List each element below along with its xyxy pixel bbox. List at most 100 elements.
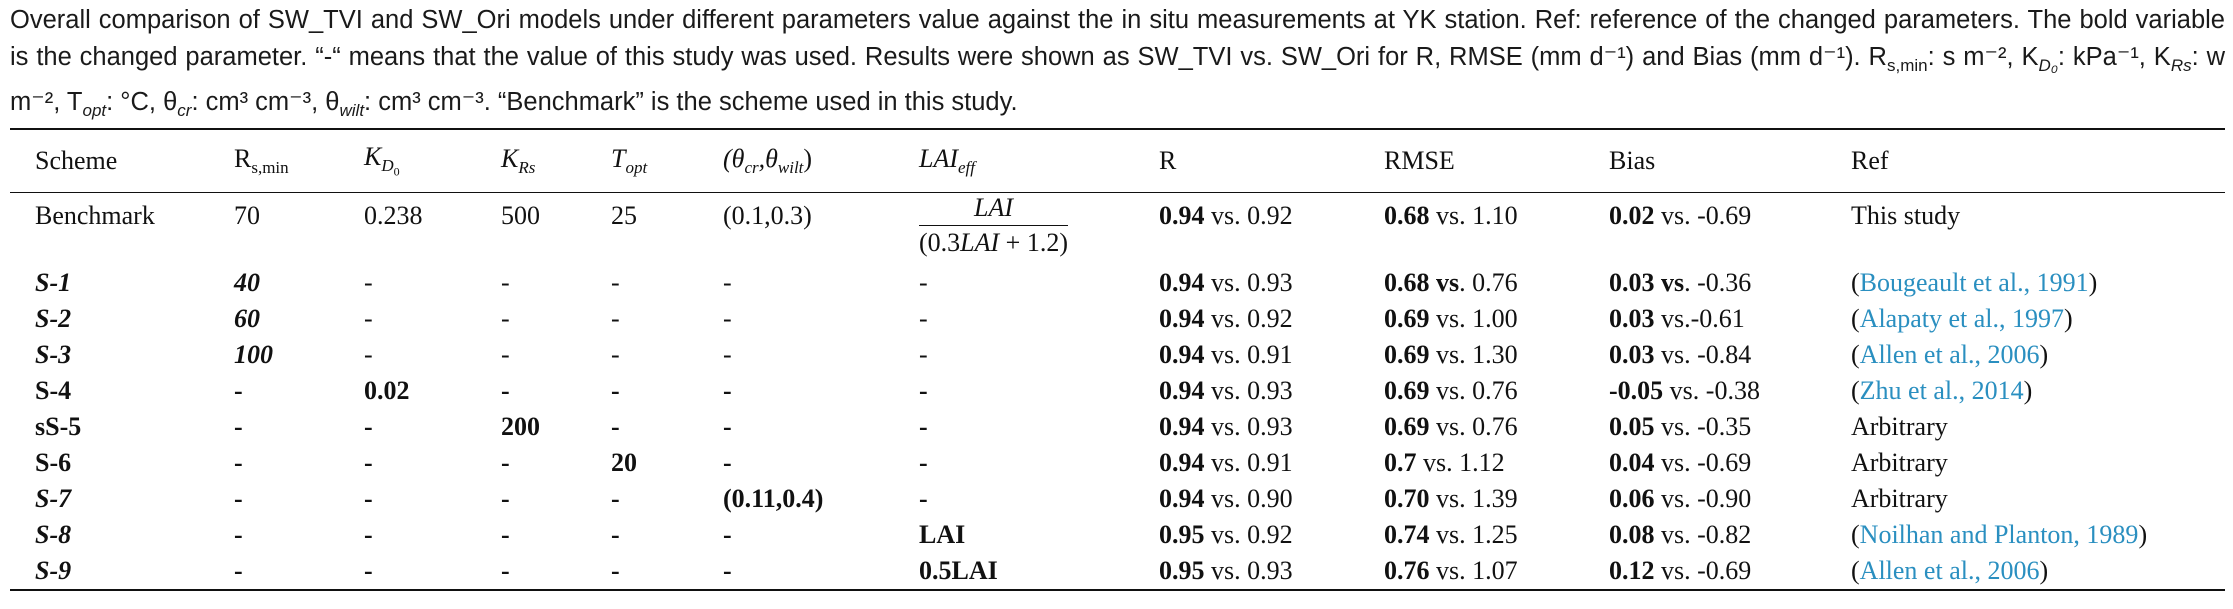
header-theta: (θcr,θwilt) — [723, 143, 813, 178]
cell-rs: - — [234, 484, 243, 513]
cell-theta: - — [723, 556, 732, 585]
table-caption: Overall comparison of SW_TVI and SW_Ori … — [10, 2, 2225, 130]
cell-kd: - — [364, 304, 373, 333]
cell-topt: - — [611, 412, 620, 441]
cell-r: 0.94 vs. 0.93 — [1159, 412, 1293, 441]
cell-theta: - — [723, 448, 732, 477]
cell-bias: 0.03 vs.-0.61 — [1609, 304, 1745, 333]
cell-theta: - — [723, 340, 732, 369]
cell-rmse: 0.69 vs. 0.76 — [1384, 412, 1518, 441]
table-bottom-rule — [10, 589, 2225, 591]
cell-rs: - — [234, 556, 243, 585]
table-row: S-3 100 - - - - - 0.94 vs. 0.91 0.69 vs. 1.30 0.0… — [10, 337, 2225, 373]
reference-link[interactable]: Noilhan and Planton, 1989 — [1859, 520, 2139, 549]
cell-lai: - — [919, 340, 928, 369]
header-ref: Ref — [1851, 146, 1889, 175]
cell-krs: - — [501, 376, 510, 405]
header-rmse: RMSE — [1384, 146, 1455, 175]
header-topt: Topt — [611, 143, 648, 178]
cell-bias: 0.05 vs. -0.35 — [1609, 412, 1752, 441]
cell-theta: (0.11,0.4) — [723, 484, 824, 513]
comparison-table: Scheme Rs,min KD0 KRs Topt (θcr,θwilt) L… — [10, 128, 2225, 591]
cell-rs: - — [234, 412, 243, 441]
cell-rs: - — [234, 376, 243, 405]
cell-krs: - — [501, 340, 510, 369]
cell-rmse: 0.68 vs. 0.76 — [1384, 268, 1518, 297]
cell-krs: - — [501, 448, 510, 477]
cell-rs: - — [234, 520, 243, 549]
cell-rmse: 0.69 vs. 1.00 — [1384, 304, 1518, 333]
reference-link[interactable]: Alapaty et al., 1997 — [1859, 304, 2065, 333]
cell-theta: (0.1,0.3) — [723, 201, 812, 230]
cell-lai: - — [919, 448, 928, 477]
cell-krs: 500 — [501, 201, 540, 230]
cell-topt: - — [611, 484, 620, 513]
table-row: S-2 60 - - - - - 0.94 vs. 0.92 0.69 vs. 1.00 0.03… — [10, 301, 2225, 337]
caption-line-3: d⁻¹) and Bias (mm d⁻¹). Rs,min: s m⁻², K… — [10, 42, 2226, 121]
cell-scheme: S-7 — [35, 484, 72, 513]
table-row: S-4 - 0.02 - - - - 0.94 vs. 0.93 0.69 vs. 0.76 -0… — [10, 373, 2225, 409]
cell-rmse: 0.74 vs. 1.25 — [1384, 520, 1518, 549]
table-header-row: Scheme Rs,min KD0 KRs Topt (θcr,θwilt) L… — [10, 130, 2225, 192]
header-lai-eff: LAIeff — [919, 143, 975, 178]
cell-scheme: S-4 — [35, 376, 72, 405]
cell-bias: -0.05 vs. -0.38 — [1609, 376, 1760, 405]
cell-topt: 20 — [611, 448, 637, 477]
cell-r: 0.94 vs. 0.91 — [1159, 448, 1293, 477]
cell-bias: 0.02 vs. -0.69 — [1609, 201, 1752, 230]
reference-link[interactable]: Allen et al., 2006 — [1859, 556, 2040, 585]
cell-scheme: S-3 — [35, 340, 72, 369]
cell-r: 0.95 vs. 0.92 — [1159, 520, 1293, 549]
cell-krs: - — [501, 520, 510, 549]
header-rs-min: Rs,min — [234, 143, 289, 178]
cell-ref: (Bougeault et al., 1991) — [1851, 268, 2098, 297]
cell-r: 0.94 vs. 0.90 — [1159, 484, 1293, 513]
cell-kd: - — [364, 556, 373, 585]
cell-krs: - — [501, 304, 510, 333]
cell-bias: 0.03 vs. -0.84 — [1609, 340, 1752, 369]
caption-line-1: Overall comparison of SW_TVI and SW_Ori … — [10, 6, 1876, 34]
cell-theta: - — [723, 304, 732, 333]
table-row: sS-5 - - 200 - - - 0.94 vs. 0.93 0.69 vs. 0.76 0.… — [10, 409, 2225, 445]
cell-theta: - — [723, 376, 732, 405]
cell-kd: - — [364, 484, 373, 513]
cell-ref: Arbitrary — [1851, 412, 1948, 441]
cell-topt: - — [611, 268, 620, 297]
cell-lai: - — [919, 484, 928, 513]
reference-link[interactable]: Allen et al., 2006 — [1859, 340, 2040, 369]
cell-lai: LAI — [919, 520, 966, 549]
cell-bias: 0.03 vs. -0.36 — [1609, 268, 1752, 297]
table-row: S-7 - - - - (0.11,0.4) - 0.94 vs. 0.90 0.70 vs. … — [10, 481, 2225, 517]
header-kd0: KD0 — [364, 142, 400, 179]
table-row: S-9 - - - - - 0.5LAI 0.95 vs. 0.93 0.76 vs. 1.07… — [10, 553, 2225, 589]
cell-krs: 200 — [501, 412, 540, 441]
cell-rmse: 0.70 vs. 1.39 — [1384, 484, 1518, 513]
cell-r: 0.94 vs. 0.92 — [1159, 201, 1293, 230]
cell-r: 0.95 vs. 0.93 — [1159, 556, 1293, 585]
cell-rs: 60 — [234, 304, 260, 333]
header-r: R — [1159, 146, 1177, 175]
cell-bias: 0.12 vs. -0.69 — [1609, 556, 1752, 585]
table-top-rule — [10, 128, 2225, 130]
reference-link[interactable]: Zhu et al., 2014 — [1859, 376, 2024, 405]
reference-link[interactable]: Bougeault et al., 1991 — [1859, 268, 2089, 297]
cell-kd: 0.238 — [364, 201, 423, 230]
cell-scheme: S-9 — [35, 556, 72, 585]
cell-theta: - — [723, 268, 732, 297]
cell-lai: - — [919, 304, 928, 333]
cell-bias: 0.06 vs. -0.90 — [1609, 484, 1752, 513]
cell-ref: (Allen et al., 2006) — [1851, 556, 2049, 585]
cell-rs: 40 — [234, 268, 260, 297]
cell-scheme: S-6 — [35, 448, 72, 477]
cell-r: 0.94 vs. 0.91 — [1159, 340, 1293, 369]
cell-kd: 0.02 — [364, 376, 410, 405]
cell-rs: 100 — [234, 340, 273, 369]
table-row: S-8 - - - - - LAI 0.95 vs. 0.92 0.74 vs. 1.25 0.0… — [10, 517, 2225, 553]
table-row-benchmark: Benchmark 70 0.238 500 25 (0.1,0.3) LAI … — [10, 193, 2225, 265]
cell-lai: 0.5LAI — [919, 556, 998, 585]
cell-ref: This study — [1851, 201, 1961, 230]
cell-ref: (Allen et al., 2006) — [1851, 340, 2049, 369]
cell-topt: - — [611, 556, 620, 585]
cell-topt: - — [611, 304, 620, 333]
cell-r: 0.94 vs. 0.92 — [1159, 304, 1293, 333]
